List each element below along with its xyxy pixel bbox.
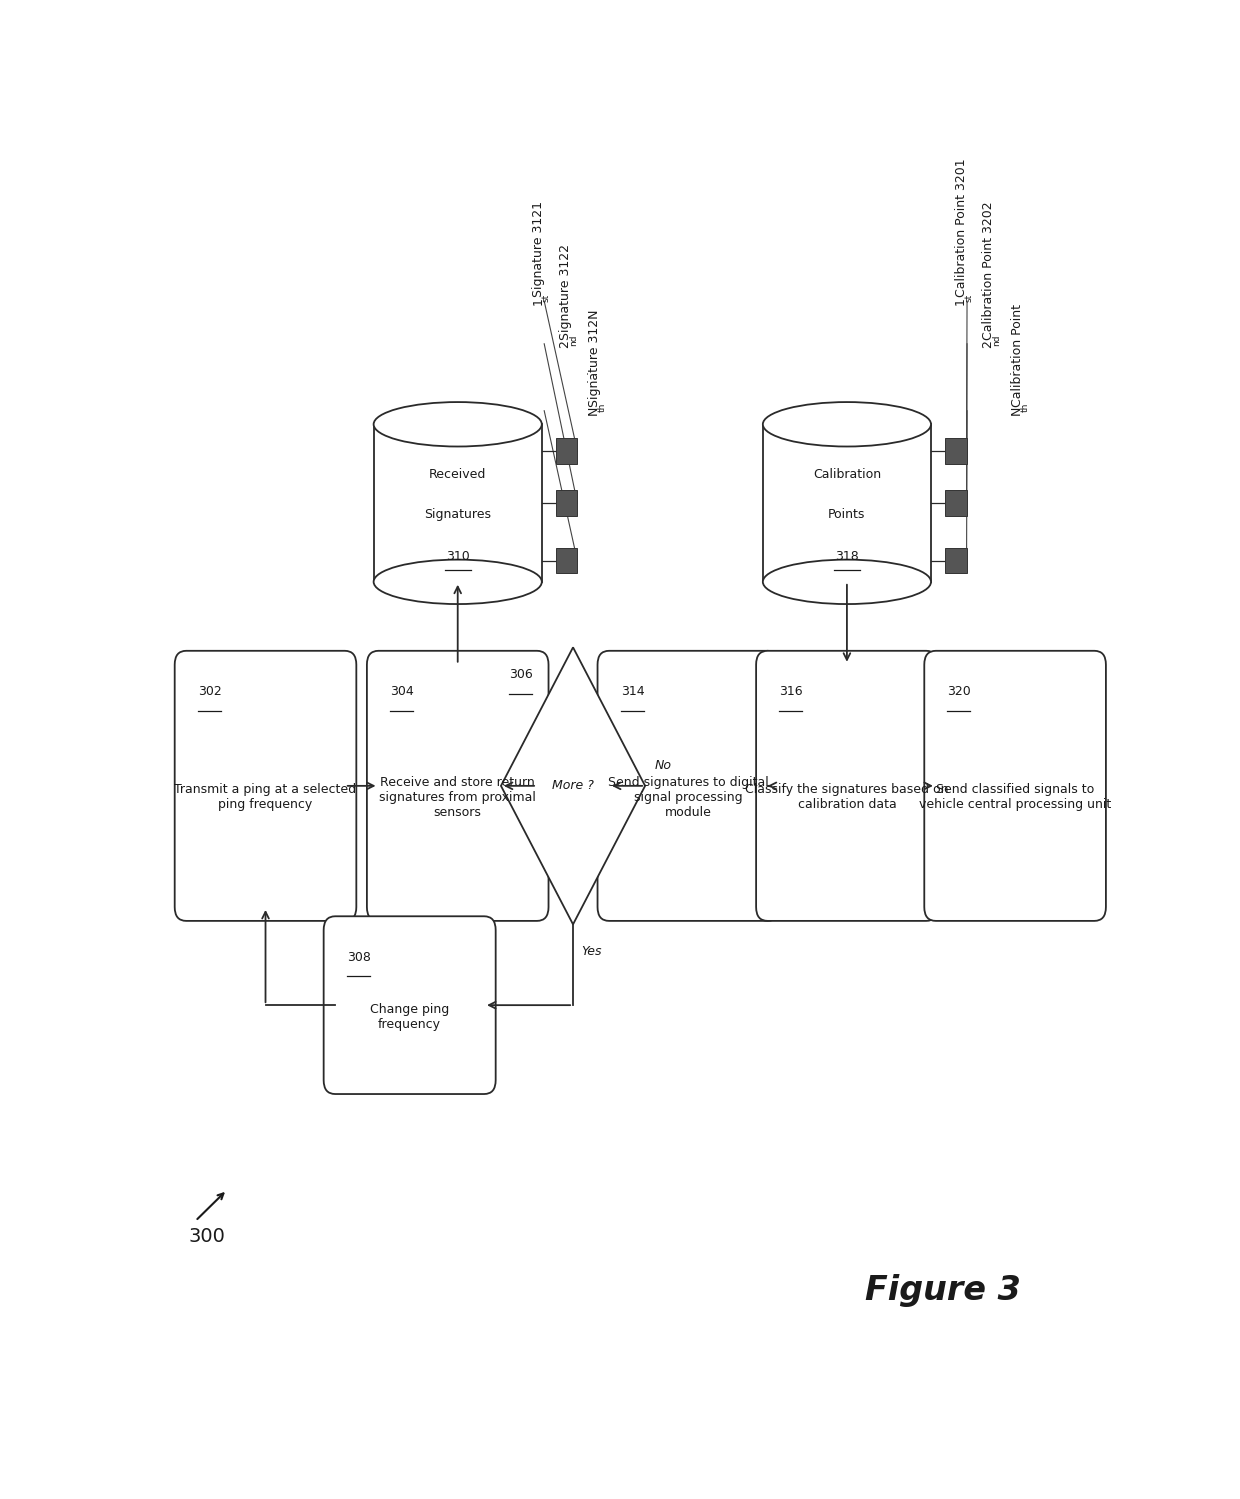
Text: Points: Points: [828, 508, 866, 522]
Text: 1: 1: [954, 297, 967, 304]
FancyBboxPatch shape: [945, 490, 966, 516]
Text: 318: 318: [835, 550, 859, 564]
FancyBboxPatch shape: [763, 424, 931, 582]
Text: 2: 2: [981, 340, 994, 348]
Text: 304: 304: [389, 685, 414, 699]
Text: Received: Received: [429, 468, 486, 481]
FancyBboxPatch shape: [945, 549, 966, 574]
Text: Signature 3122: Signature 3122: [559, 244, 572, 343]
FancyBboxPatch shape: [324, 916, 496, 1094]
Text: th: th: [1021, 403, 1029, 412]
FancyBboxPatch shape: [557, 438, 578, 463]
Ellipse shape: [763, 559, 931, 604]
FancyBboxPatch shape: [557, 490, 578, 516]
Text: Signatures: Signatures: [424, 508, 491, 522]
FancyBboxPatch shape: [945, 438, 966, 463]
FancyBboxPatch shape: [557, 549, 578, 574]
Text: Yes: Yes: [580, 946, 601, 958]
Text: 310: 310: [446, 550, 470, 564]
FancyBboxPatch shape: [924, 651, 1106, 920]
FancyBboxPatch shape: [598, 651, 779, 920]
Text: 320: 320: [947, 685, 971, 699]
Ellipse shape: [763, 559, 931, 604]
Text: More ?: More ?: [552, 779, 594, 793]
Text: st: st: [542, 294, 551, 301]
Ellipse shape: [373, 402, 542, 447]
Text: nd: nd: [569, 334, 578, 346]
FancyBboxPatch shape: [175, 651, 356, 920]
Text: nd: nd: [992, 334, 1001, 346]
FancyBboxPatch shape: [367, 651, 548, 920]
Text: Figure 3: Figure 3: [866, 1274, 1021, 1307]
Text: 306: 306: [508, 669, 532, 681]
Ellipse shape: [373, 559, 542, 604]
Text: Signature 3121: Signature 3121: [532, 201, 546, 301]
FancyBboxPatch shape: [756, 651, 937, 920]
Text: 300: 300: [188, 1226, 226, 1246]
Text: st: st: [965, 294, 973, 301]
Text: N: N: [1009, 406, 1023, 415]
Text: No: No: [655, 758, 672, 772]
Text: . .: . .: [579, 372, 591, 384]
Text: 2: 2: [558, 340, 572, 348]
Text: Calibration Point: Calibration Point: [1011, 304, 1024, 411]
Text: th: th: [598, 403, 606, 412]
Polygon shape: [501, 648, 645, 925]
Text: Signature 312N: Signature 312N: [588, 309, 601, 411]
Text: Send classified signals to
vehicle central processing unit: Send classified signals to vehicle centr…: [919, 784, 1111, 811]
Ellipse shape: [373, 559, 542, 604]
Text: 308: 308: [347, 950, 371, 964]
Text: 314: 314: [620, 685, 645, 699]
Text: Calibration Point 3202: Calibration Point 3202: [982, 201, 994, 343]
Text: Receive and store return
signatures from proximal
sensors: Receive and store return signatures from…: [379, 776, 536, 818]
Text: Classify the signatures based on
calibration data: Classify the signatures based on calibra…: [745, 784, 949, 811]
Text: Calibration: Calibration: [813, 468, 880, 481]
Ellipse shape: [763, 402, 931, 447]
Text: Transmit a ping at a selected
ping frequency: Transmit a ping at a selected ping frequ…: [175, 784, 357, 811]
Text: 1: 1: [531, 297, 544, 304]
Text: 316: 316: [779, 685, 802, 699]
Text: 302: 302: [197, 685, 222, 699]
FancyBboxPatch shape: [373, 424, 542, 582]
Text: N: N: [587, 406, 600, 415]
Text: . .: . .: [1002, 372, 1014, 384]
Text: Calibration Point 3201: Calibration Point 3201: [955, 159, 968, 301]
Text: Send signatures to digital
signal processing
module: Send signatures to digital signal proces…: [608, 776, 769, 818]
Text: Change ping
frequency: Change ping frequency: [370, 1003, 449, 1031]
